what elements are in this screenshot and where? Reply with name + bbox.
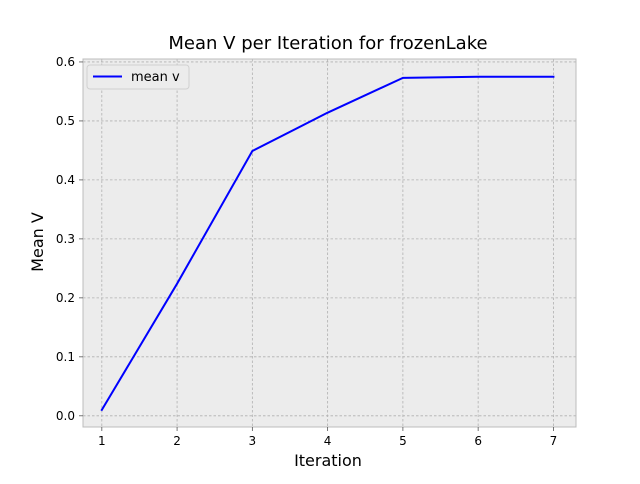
x-tick-label: 6 [474,434,482,448]
x-axis-label: Iteration [294,451,362,470]
y-tick-label: 0.5 [56,114,75,128]
y-tick-label: 0.4 [56,173,75,187]
chart-title: Mean V per Iteration for frozenLake [168,33,487,54]
series-line-mean-v [100,75,555,412]
y-tick-label: 0.1 [56,350,75,364]
x-tick-label: 5 [399,434,407,448]
series-layer [100,75,555,412]
x-tick-label: 7 [550,434,558,448]
y-tick-label: 0.6 [56,55,75,69]
grid-layer [83,59,576,427]
legend-label: mean v [131,70,180,85]
plot-frame [82,58,577,428]
tick-layer: 1 2 3 4 5 6 7 0.0 0.1 0.2 0.3 0.4 0.5 0.6 [56,55,557,448]
y-tick-label: 0.2 [56,291,75,305]
plot-area [83,59,576,427]
x-tick-label: 3 [249,434,257,448]
y-tick-label: 0.3 [56,232,75,246]
legend: mean v [86,64,190,90]
x-tick-label: 4 [324,434,332,448]
x-tick-label: 1 [98,434,106,448]
y-axis-label: Mean V [28,212,47,272]
y-tick-label: 0.0 [56,409,75,423]
x-tick-label: 2 [173,434,181,448]
legend-box [86,64,190,90]
